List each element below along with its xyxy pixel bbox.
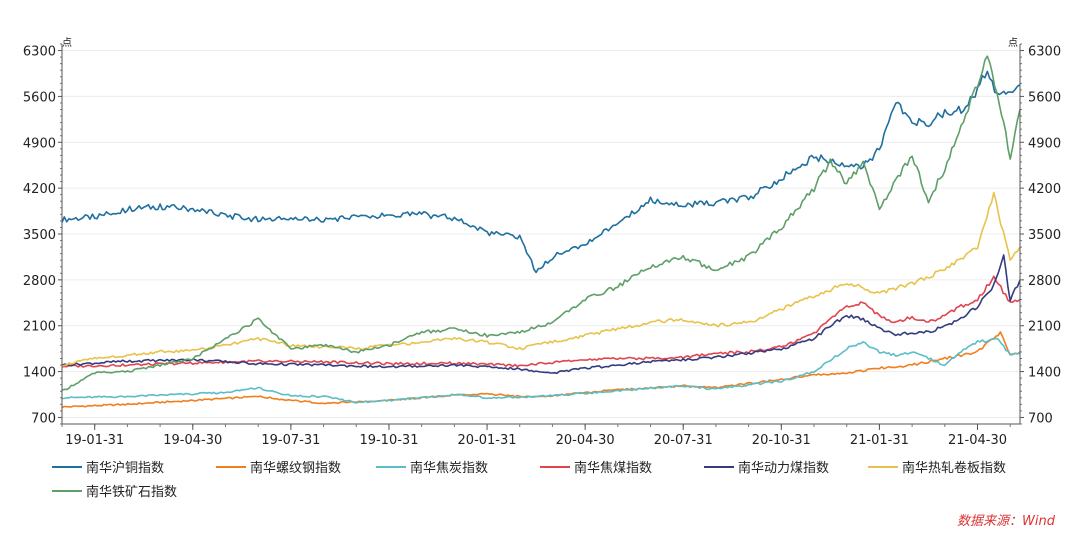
y-tick-label-right: 700 (1028, 411, 1053, 426)
x-tick-label: 21-01-31 (850, 433, 909, 448)
y-tick-label-right: 4200 (1028, 182, 1061, 197)
y-tick-label-right: 2100 (1028, 320, 1061, 335)
y-tick-label-left: 3500 (23, 228, 56, 243)
grid-lines (62, 50, 1020, 418)
legend-label-4: 南华动力煤指数 (738, 460, 829, 476)
y-tick-label-right: 4900 (1028, 136, 1061, 151)
y-tick-label-right: 3500 (1028, 228, 1061, 243)
y-unit-left: 点 (62, 37, 72, 49)
x-tick-label: 20-10-31 (752, 433, 811, 448)
x-tick-label: 20-04-30 (556, 433, 615, 448)
series-line-0 (61, 70, 1021, 274)
x-tick-label: 19-07-31 (261, 433, 320, 448)
y-tick-label-left: 700 (31, 411, 56, 426)
series-line-3 (61, 275, 1021, 368)
series-line-5 (61, 191, 1021, 367)
x-tick-label: 20-01-31 (458, 433, 517, 448)
y-tick-label-right: 2800 (1028, 274, 1061, 289)
y-tick-label-left: 2100 (23, 320, 56, 335)
y-tick-label-right: 1400 (1028, 366, 1061, 381)
legend-label-3: 南华焦煤指数 (574, 460, 652, 476)
legend-label-1: 南华螺纹钢指数 (250, 460, 341, 476)
x-tick-label: 21-04-30 (948, 433, 1007, 448)
y-tick-label-right: 6300 (1028, 45, 1061, 60)
x-tick-label: 19-01-31 (65, 433, 124, 448)
y-tick-label-left: 4900 (23, 136, 56, 151)
y-tick-label-right: 5600 (1028, 90, 1061, 105)
legend: 南华沪铜指数 南华螺纹钢指数 南华焦炭指数 南华焦煤指数 南华动力煤指数 南华热轧卷板指数… (52, 460, 1006, 500)
y-tick-label-left: 1400 (23, 366, 56, 381)
x-tick-label: 20-07-31 (654, 433, 713, 448)
y-tick-label-left: 5600 (23, 90, 56, 105)
series-lines (61, 55, 1021, 409)
y-tick-label-left: 2800 (23, 274, 56, 289)
y-tick-label-left: 6300 (23, 45, 56, 60)
source-note: 数据来源：Wind (957, 514, 1056, 529)
legend-label-6: 南华铁矿石指数 (86, 484, 177, 500)
series-line-4 (61, 254, 1021, 375)
y-unit-right: 点 (1008, 37, 1018, 49)
legend-label-2: 南华焦炭指数 (410, 460, 488, 476)
series-line-6 (61, 55, 1021, 392)
x-tick-label: 19-10-31 (359, 433, 418, 448)
axes: 700 700 1400 1400 2100 2100 2800 2800 3500 3500 42… (23, 43, 1061, 448)
x-tick-label: 19-04-30 (163, 433, 222, 448)
legend-label-5: 南华热轧卷板指数 (902, 460, 1006, 476)
series-line-2 (61, 337, 1021, 404)
legend-label-0: 南华沪铜指数 (86, 460, 164, 476)
y-tick-label-left: 4200 (23, 182, 56, 197)
